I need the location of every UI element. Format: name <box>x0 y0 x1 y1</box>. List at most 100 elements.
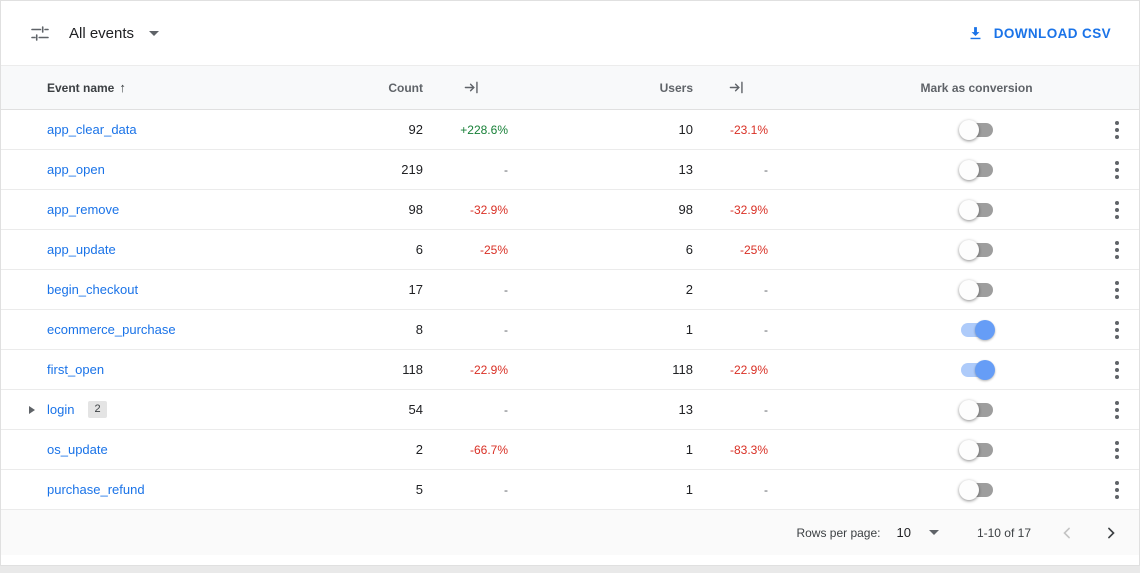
users-change-value: - <box>764 402 768 417</box>
mark-as-conversion-toggle[interactable] <box>958 119 995 140</box>
table-body: app_clear_data 92 +228.6% 10 -23.1% app_… <box>1 110 1139 510</box>
conversion-cell <box>774 439 1094 460</box>
percent-change-icon <box>464 80 479 95</box>
mark-as-conversion-toggle[interactable] <box>959 319 995 340</box>
table-row: purchase_refund 5 - 1 - <box>1 470 1139 510</box>
filter-icon[interactable] <box>27 22 53 45</box>
count-value: 17 <box>408 282 423 297</box>
header-users-percent-change[interactable] <box>699 80 774 95</box>
row-menu-button[interactable] <box>1107 396 1127 424</box>
conversion-cell <box>774 239 1094 260</box>
mark-as-conversion-toggle[interactable] <box>959 359 995 380</box>
row-menu-cell <box>1094 316 1139 344</box>
toggle-knob <box>958 439 979 460</box>
toggle-knob <box>958 159 979 180</box>
mark-as-conversion-toggle[interactable] <box>958 399 995 420</box>
row-menu-button[interactable] <box>1107 196 1127 224</box>
row-menu-button[interactable] <box>1107 156 1127 184</box>
event-name-link[interactable]: purchase_refund <box>47 482 145 497</box>
rows-per-page-value: 10 <box>896 525 911 540</box>
row-menu-cell <box>1094 276 1139 304</box>
header-count[interactable]: Count <box>388 80 423 95</box>
toggle-knob <box>958 239 979 260</box>
event-name-link[interactable]: app_clear_data <box>47 122 137 137</box>
count-change-value: -32.9% <box>469 202 508 217</box>
event-name-link[interactable]: login <box>47 402 75 417</box>
event-name-cell: app_clear_data <box>1 122 334 137</box>
toggle-knob <box>974 319 995 340</box>
event-name-cell: purchase_refund <box>1 482 334 497</box>
chevron-left-icon <box>1057 523 1077 543</box>
mark-as-conversion-toggle[interactable] <box>958 159 995 180</box>
event-name-link[interactable]: app_remove <box>47 202 120 217</box>
row-menu-cell <box>1094 116 1139 144</box>
header-users[interactable]: Users <box>659 80 693 95</box>
download-icon <box>967 25 984 42</box>
mark-as-conversion-toggle[interactable] <box>958 239 995 260</box>
event-name-cell: app_remove <box>1 202 334 217</box>
table-row: app_remove 98 -32.9% 98 -32.9% <box>1 190 1139 230</box>
users-change-value: - <box>764 282 768 297</box>
toggle-knob <box>958 119 979 140</box>
event-name-link[interactable]: ecommerce_purchase <box>47 322 176 337</box>
previous-page-button[interactable] <box>1045 513 1089 553</box>
mark-as-conversion-toggle[interactable] <box>958 199 995 220</box>
toggle-knob <box>958 199 979 220</box>
table-row: begin_checkout 17 - 2 - <box>1 270 1139 310</box>
events-filter-dropdown[interactable]: All events <box>69 25 160 42</box>
chevron-right-icon <box>1101 523 1121 543</box>
users-value: 6 <box>685 242 693 257</box>
table-row: app_update 6 -25% 6 -25% <box>1 230 1139 270</box>
expand-row-icon[interactable] <box>29 406 47 414</box>
users-value: 118 <box>672 362 693 377</box>
header-event-name[interactable]: Event name ↑ <box>1 80 334 95</box>
sort-ascending-icon: ↑ <box>119 80 126 95</box>
toggle-knob <box>958 399 979 420</box>
row-menu-button[interactable] <box>1107 276 1127 304</box>
event-name-link[interactable]: os_update <box>47 442 108 457</box>
event-name-link[interactable]: app_update <box>47 242 116 257</box>
event-name-link[interactable]: app_open <box>47 162 105 177</box>
users-change-value: - <box>764 162 768 177</box>
row-menu-button[interactable] <box>1107 436 1127 464</box>
count-change-value: - <box>504 402 508 417</box>
event-name-link[interactable]: first_open <box>47 362 105 377</box>
count-value: 118 <box>402 362 423 377</box>
count-value: 2 <box>415 442 423 457</box>
table-row: app_clear_data 92 +228.6% 10 -23.1% <box>1 110 1139 150</box>
row-menu-cell <box>1094 476 1139 504</box>
row-menu-button[interactable] <box>1107 316 1127 344</box>
row-menu-button[interactable] <box>1107 356 1127 384</box>
event-name-cell: app_open <box>1 162 334 177</box>
row-menu-cell <box>1094 436 1139 464</box>
event-name-cell: app_update <box>1 242 334 257</box>
users-value: 2 <box>685 282 693 297</box>
users-value: 10 <box>678 122 693 137</box>
conversion-cell <box>774 479 1094 500</box>
toggle-knob <box>958 479 979 500</box>
event-name-link[interactable]: begin_checkout <box>47 282 139 297</box>
row-menu-cell <box>1094 196 1139 224</box>
row-menu-button[interactable] <box>1107 236 1127 264</box>
mark-as-conversion-toggle[interactable] <box>958 439 995 460</box>
users-value: 1 <box>685 322 693 337</box>
row-menu-button[interactable] <box>1107 116 1127 144</box>
download-csv-button[interactable]: DOWNLOAD CSV <box>967 25 1111 42</box>
header-count-percent-change[interactable] <box>429 80 514 95</box>
mark-as-conversion-toggle[interactable] <box>958 279 995 300</box>
pagination-range: 1-10 of 17 <box>976 525 1031 540</box>
count-value: 92 <box>408 122 423 137</box>
next-page-button[interactable] <box>1089 513 1133 553</box>
topbar-left: All events <box>27 22 160 45</box>
count-change-value: +228.6% <box>460 122 508 137</box>
count-change-value: - <box>504 162 508 177</box>
count-change-value: - <box>504 482 508 497</box>
table-row: os_update 2 -66.7% 1 -83.3% <box>1 430 1139 470</box>
rows-per-page-select[interactable]: 10 <box>896 525 939 540</box>
conversion-cell <box>774 359 1094 380</box>
row-menu-button[interactable] <box>1107 476 1127 504</box>
mark-as-conversion-toggle[interactable] <box>958 479 995 500</box>
rows-per-page-label: Rows per page: <box>796 525 881 540</box>
conversion-cell <box>774 399 1094 420</box>
